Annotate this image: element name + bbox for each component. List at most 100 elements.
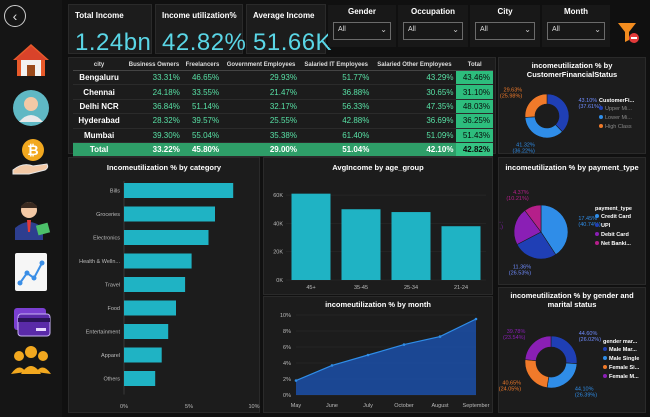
age-bar[interactable]	[441, 226, 481, 280]
table-row[interactable]: Mumbai 39.30% 55.04% 35.38% 61.40% 51.09% 51.4…	[73, 128, 493, 143]
value-cell: 51.77%	[299, 70, 373, 86]
legend-item[interactable]: Male Single	[609, 356, 639, 362]
credit-card-icon[interactable]	[8, 302, 54, 342]
avatar-icon[interactable]	[8, 88, 54, 128]
age-bar[interactable]	[291, 193, 331, 280]
value-cell: 42.10%	[372, 142, 457, 158]
legend-item[interactable]: Female M...	[609, 374, 639, 380]
category-bar[interactable]	[124, 371, 156, 386]
month-point[interactable]	[402, 343, 406, 346]
chart-title: incomeutilization % by gender and marita…	[510, 291, 634, 309]
column-header[interactable]: Freelancers	[182, 60, 223, 71]
line-chart-icon[interactable]	[8, 252, 54, 292]
table-row[interactable]: Hyderabad 28.32% 39.57% 25.55% 42.88% 36.69% 3…	[73, 113, 493, 129]
value-cell: 42.82%	[456, 142, 493, 158]
table-row[interactable]: Chennai 24.18% 33.55% 21.47% 36.88% 30.65% 31.…	[73, 84, 493, 100]
age-bar[interactable]	[391, 212, 431, 280]
legend-swatch	[603, 365, 607, 369]
legend-item[interactable]: Credit Card	[601, 214, 631, 220]
pie-slice[interactable]	[524, 204, 542, 233]
value-cell: 36.84%	[125, 99, 183, 115]
month-line	[295, 318, 477, 382]
legend-item[interactable]: Female Si...	[609, 365, 640, 371]
age-bar[interactable]	[341, 209, 381, 280]
month-point[interactable]	[474, 317, 478, 321]
legend-item[interactable]: Debit Card	[601, 232, 629, 238]
dropdown-value: All	[408, 26, 416, 33]
category-bar[interactable]	[124, 253, 192, 269]
home-icon[interactable]	[8, 40, 54, 80]
column-header[interactable]: city	[73, 60, 126, 71]
pie-slice[interactable]	[546, 362, 578, 389]
x-tick-label: June	[326, 403, 338, 409]
people-group-icon[interactable]	[8, 340, 54, 380]
month-dropdown[interactable]: All ⌄	[547, 22, 605, 40]
table-row[interactable]: Delhi NCR 36.84% 51.14% 32.17% 56.33% 47.35% 4…	[73, 99, 493, 115]
gender-dropdown[interactable]: All ⌄	[333, 22, 391, 40]
category-bar[interactable]	[124, 277, 186, 292]
pie-slice[interactable]	[524, 359, 550, 389]
category-bar[interactable]	[124, 347, 162, 363]
value-cell: 30.65%	[372, 84, 457, 100]
category-label: Apparel	[101, 353, 120, 359]
value-cell: 39.30%	[125, 128, 183, 143]
x-tick-label: 0%	[120, 404, 128, 410]
month-point[interactable]	[294, 379, 298, 382]
city-cell: Mumbai	[73, 128, 126, 143]
pie-slice[interactable]	[524, 335, 552, 361]
value-cell: 47.35%	[372, 99, 457, 115]
month-area	[296, 319, 476, 395]
chart-title: incomeutilization % by CustomerFinancial…	[526, 61, 618, 79]
back-icon[interactable]: ‹	[4, 5, 26, 27]
slice-data-label: 4.37% (10.21%)	[506, 190, 528, 202]
filter-clear-icon[interactable]	[616, 20, 640, 49]
category-bar[interactable]	[124, 206, 215, 222]
bitcoin-hand-icon[interactable]: ₿	[8, 138, 54, 178]
kpi-label: Income utilization%	[162, 11, 237, 20]
value-cell: 36.69%	[372, 113, 457, 129]
legend-title: payment_type	[595, 206, 632, 212]
category-bar[interactable]	[124, 183, 234, 198]
pie-slice[interactable]	[513, 209, 542, 245]
table-row[interactable]: Bengaluru 33.31% 46.65% 29.93% 51.77% 43.29% 4…	[73, 70, 493, 86]
y-tick-label: 2%	[283, 377, 291, 383]
column-header[interactable]: Business Owners	[125, 60, 183, 71]
legend-swatch	[599, 124, 603, 128]
pie-slice[interactable]	[516, 231, 557, 260]
pie-slice[interactable]	[546, 93, 570, 133]
y-tick-label: 40K	[273, 221, 283, 227]
legend-item[interactable]: Lower Mi...	[605, 115, 632, 121]
column-header[interactable]: Salaried Other Employees	[372, 60, 457, 71]
column-header[interactable]: Total	[456, 60, 493, 71]
x-tick-label: August	[431, 403, 449, 409]
occupation-dropdown[interactable]: All ⌄	[403, 22, 463, 40]
category-bar[interactable]	[124, 300, 176, 316]
legend-item[interactable]: Upper Mi...	[605, 106, 632, 112]
column-header[interactable]: Salaried IT Employees	[299, 60, 373, 71]
city-dropdown[interactable]: All ⌄	[475, 22, 535, 40]
column-header[interactable]: Government Employees	[222, 60, 300, 71]
y-tick-label: 10%	[280, 313, 291, 319]
month-point[interactable]	[330, 364, 334, 367]
legend-item[interactable]: High Class	[605, 124, 632, 130]
y-tick-label: 4%	[283, 361, 291, 367]
pie-slice[interactable]	[524, 93, 548, 118]
financial-status-donut: 43.10% (37.61%) 41.32% (36.22%) 29.63% (25.98…	[500, 88, 635, 155]
pie-slice[interactable]	[524, 116, 563, 139]
x-tick-label: September	[463, 403, 490, 409]
legend-item[interactable]: Male Mar...	[609, 347, 637, 353]
table-row[interactable]: Total 33.22% 45.80% 29.00% 51.04% 42.10% 42.82…	[73, 142, 493, 158]
pie-slice[interactable]	[550, 335, 578, 364]
category-bar[interactable]	[124, 230, 209, 245]
category-label: Others	[103, 377, 120, 383]
value-cell: 24.18%	[125, 84, 183, 100]
legend-item[interactable]: Net Banki...	[601, 241, 631, 247]
category-label: Bills	[110, 189, 120, 195]
businessman-icon[interactable]	[8, 200, 54, 240]
month-point[interactable]	[366, 353, 370, 357]
legend-item[interactable]: UPI	[601, 223, 611, 229]
month-point[interactable]	[438, 335, 442, 338]
x-tick-label: October	[394, 403, 414, 409]
category-bar[interactable]	[124, 324, 169, 339]
slicer-city: City All ⌄	[470, 5, 540, 47]
